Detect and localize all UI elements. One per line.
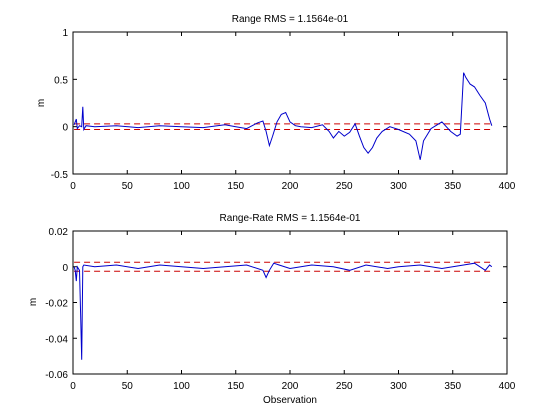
range-ylabel: m: [36, 99, 47, 107]
range-ytick-label: -0.5: [51, 170, 69, 181]
range-xtick-label: 350: [444, 181, 461, 192]
range-title: Range RMS = 1.1564e-01: [232, 14, 349, 25]
range-rate-panel: Range-Rate RMS = 1.1564e-01 m Observatio…: [28, 213, 516, 406]
range-rate-ylabel: m: [28, 298, 39, 306]
range-rate-series-line: [73, 262, 493, 360]
range-rate-xtick-label: 100: [173, 381, 190, 392]
range-ytick-label: 0: [62, 123, 68, 134]
range-ytick-labels: -0.5 0 0.5 1: [51, 28, 69, 181]
range-rate-xtick-label: 250: [336, 381, 353, 392]
range-rate-title: Range-Rate RMS = 1.1564e-01: [220, 213, 361, 224]
range-rate-xtick-label: 300: [390, 381, 407, 392]
range-rate-ytick-labels: -0.06 -0.04 -0.02 0 0.02: [45, 227, 68, 381]
range-rate-tick-marks: [72, 230, 508, 375]
range-rate-series: [73, 262, 493, 360]
range-rate-ytick-label: -0.04: [45, 334, 68, 345]
range-xtick-label: 150: [227, 181, 244, 192]
range-rate-xtick-label: 200: [282, 381, 299, 392]
range-tick-marks: [72, 31, 508, 175]
range-xtick-label: 50: [122, 181, 134, 192]
range-xtick-label: 400: [499, 181, 516, 192]
range-rate-plot-frame: [72, 230, 508, 375]
range-rate-ytick-label: 0.02: [49, 227, 69, 238]
range-ytick-label: 0.5: [54, 75, 68, 86]
range-panel: Range RMS = 1.1564e-01 m 0 50 100 150 20…: [36, 14, 516, 192]
range-rate-xtick-label: 350: [444, 381, 461, 392]
range-rate-xlabel: Observation: [263, 395, 317, 406]
range-rate-ytick-label: -0.06: [45, 370, 68, 381]
range-rate-xtick-label: 150: [227, 381, 244, 392]
range-xtick-label: 200: [282, 181, 299, 192]
range-xtick-label: 100: [173, 181, 190, 192]
range-series: [73, 72, 493, 160]
range-plot-frame: [72, 31, 508, 175]
range-rate-ytick-label: 0: [62, 263, 68, 274]
range-ytick-label: 1: [62, 28, 68, 39]
range-rate-xtick-labels: 0 50 100 150 200 250 300 350 400: [70, 381, 516, 392]
range-xtick-labels: 0 50 100 150 200 250 300 350 400: [70, 181, 516, 192]
range-rate-xtick-label: 0: [70, 381, 76, 392]
range-xtick-label: 300: [390, 181, 407, 192]
range-xtick-label: 0: [70, 181, 76, 192]
range-series-line: [73, 72, 493, 160]
range-rate-ytick-label: -0.02: [45, 299, 68, 310]
range-rate-xtick-label: 400: [499, 381, 516, 392]
range-rate-xtick-label: 50: [122, 381, 134, 392]
range-xtick-label: 250: [336, 181, 353, 192]
